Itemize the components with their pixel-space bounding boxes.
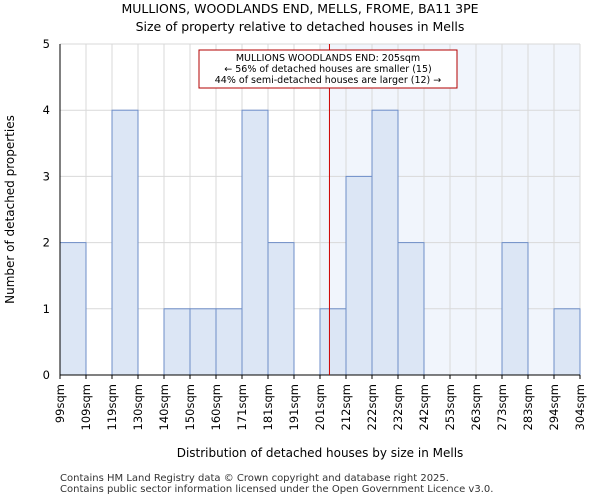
bar-201sqm: [319, 308, 347, 376]
x-tick-label: 160sqm: [209, 384, 223, 430]
y-tick-label: 1: [43, 302, 50, 316]
footer-licence: Contains public sector information licen…: [60, 484, 494, 495]
x-tick-label: 150sqm: [183, 384, 197, 430]
y-axis-label: Number of detached properties: [3, 115, 17, 304]
x-axis-label: Distribution of detached houses by size …: [177, 446, 464, 460]
bar-181sqm: [267, 242, 295, 376]
x-tick-label: 109sqm: [79, 384, 93, 430]
x-tick-label: 232sqm: [391, 384, 405, 430]
y-tick-label: 2: [43, 236, 50, 250]
annotation-line-2: ← 56% of detached houses are smaller (15…: [224, 64, 431, 75]
bar-160sqm: [215, 308, 243, 376]
x-tick-label: 253sqm: [443, 384, 457, 430]
annotation-box: MULLIONS WOODLANDS END: 205sqm ← 56% of …: [198, 49, 458, 89]
bar-150sqm: [189, 308, 217, 376]
x-tick-label: 242sqm: [417, 384, 431, 430]
x-tick-label: 171sqm: [235, 384, 249, 430]
x-tick-label: 294sqm: [547, 384, 561, 430]
chart-subtitle: Size of property relative to detached ho…: [135, 19, 465, 34]
x-tick-label: 201sqm: [313, 384, 327, 430]
bar-140sqm: [163, 308, 191, 376]
x-tick-label: 283sqm: [521, 384, 535, 430]
bar-232sqm: [397, 242, 425, 376]
x-tick-label: 99sqm: [53, 384, 67, 423]
y-tick-label: 5: [43, 37, 50, 51]
annotation-line-3: 44% of semi-detached houses are larger (…: [215, 75, 442, 86]
x-tick-label: 181sqm: [261, 384, 275, 430]
y-tick-label: 3: [43, 169, 50, 183]
x-tick-label: 191sqm: [287, 384, 301, 430]
x-tick-label: 119sqm: [105, 384, 119, 430]
bar-119sqm: [111, 109, 139, 376]
bar-171sqm: [241, 109, 269, 376]
x-tick-label: 140sqm: [157, 384, 171, 430]
y-tick-label: 0: [43, 368, 50, 382]
chart-title: MULLIONS, WOODLANDS END, MELLS, FROME, B…: [121, 1, 479, 16]
bar-222sqm: [371, 109, 399, 376]
x-tick-label: 222sqm: [365, 384, 379, 430]
bar-212sqm: [345, 175, 373, 376]
x-tick-label: 130sqm: [131, 384, 145, 430]
x-tick-label: 263sqm: [469, 384, 483, 430]
bar-99sqm: [59, 242, 87, 376]
bar-273sqm: [501, 242, 529, 376]
x-tick-label: 304sqm: [573, 384, 587, 430]
footer-copyright: Contains HM Land Registry data © Crown c…: [60, 473, 449, 484]
annotation-line-1: MULLIONS WOODLANDS END: 205sqm: [236, 53, 420, 64]
y-tick-label: 4: [43, 103, 50, 117]
bar-294sqm: [553, 308, 581, 376]
x-tick-label: 273sqm: [495, 384, 509, 430]
x-tick-label: 212sqm: [339, 384, 353, 430]
